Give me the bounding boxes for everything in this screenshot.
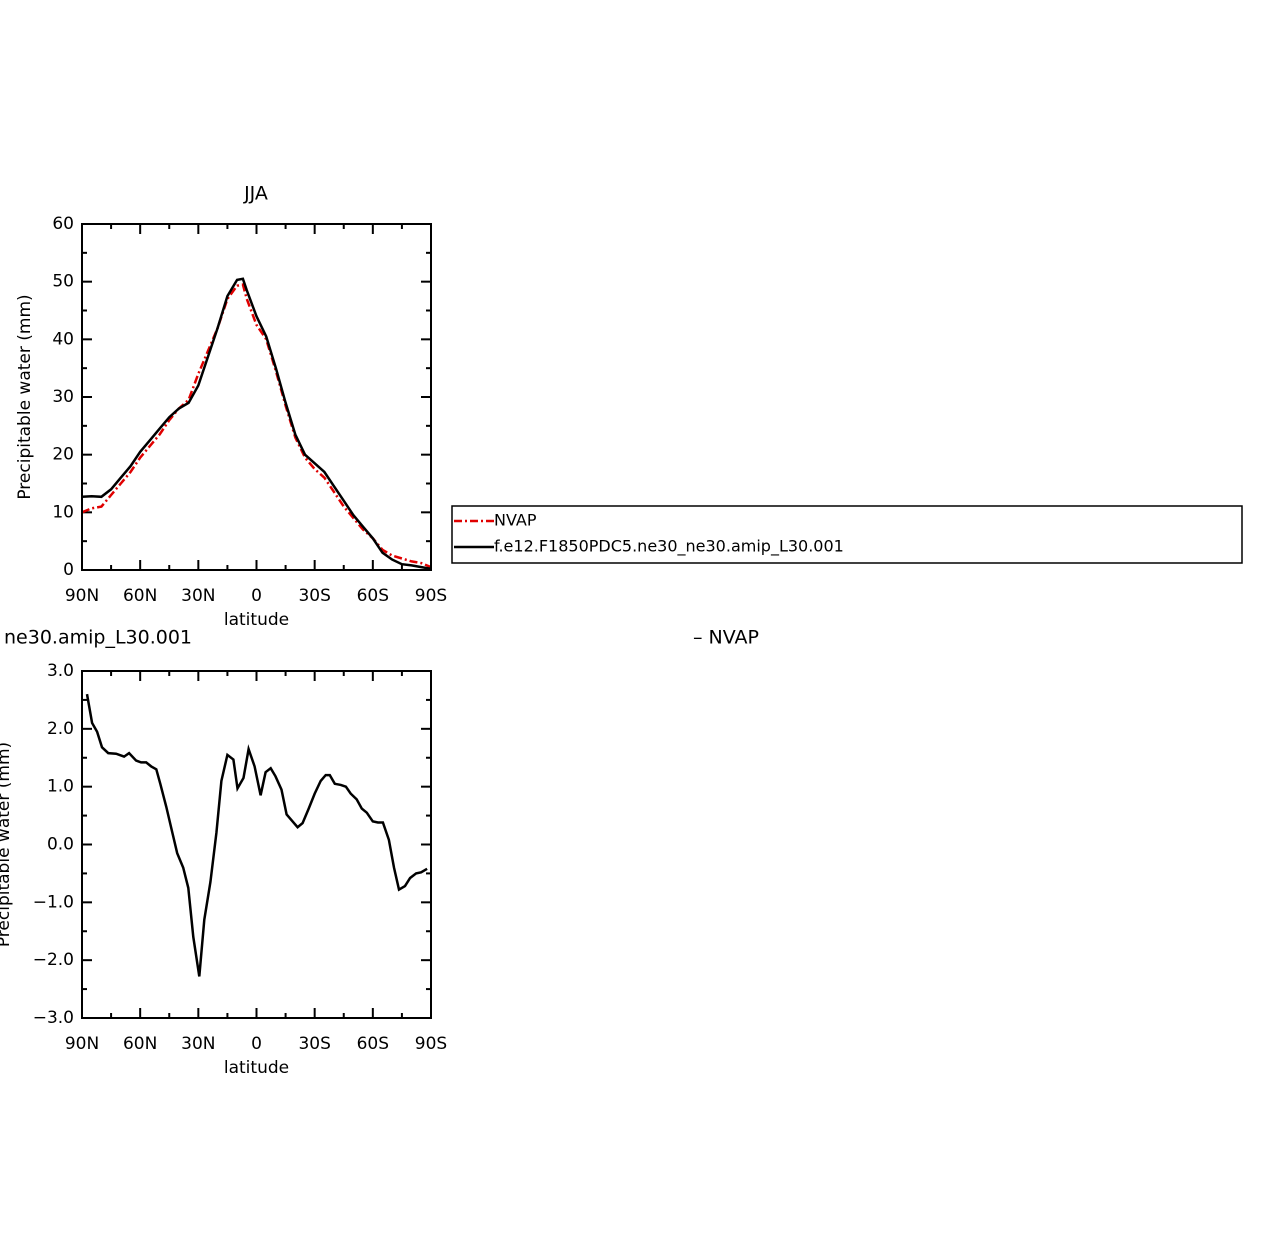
x-axis-label: latitude (224, 610, 289, 630)
x-tick-label: 0 (251, 586, 262, 606)
y-tick-label: 2.0 (47, 719, 74, 739)
y-tick-label: 30 (52, 387, 74, 407)
y-tick-label: 0 (63, 560, 74, 580)
y-tick-label: −3.0 (33, 1008, 74, 1028)
y-tick-label: −2.0 (33, 950, 74, 970)
plot-frame (81, 223, 432, 571)
data-line (81, 277, 432, 571)
x-tick-label: 90S (415, 586, 447, 606)
plot-frame (81, 670, 432, 1019)
x-tick-label: 90N (65, 1034, 99, 1054)
x-tick-label: 30N (181, 1034, 215, 1054)
y-tick-label: 3.0 (47, 661, 74, 681)
y-tick-label: 40 (52, 329, 74, 349)
x-tick-label: 60N (123, 586, 157, 606)
x-tick-label: 60S (357, 586, 389, 606)
legend-label: NVAP (494, 511, 537, 530)
data-line (81, 283, 432, 569)
x-tick-label: 90N (65, 586, 99, 606)
data-line (85, 693, 428, 977)
chart-title: JJA (243, 183, 268, 205)
x-axis-label: latitude (224, 1058, 289, 1078)
x-tick-label: 30N (181, 586, 215, 606)
y-tick-label: 50 (52, 272, 74, 292)
right-string: – NVAP (693, 627, 759, 649)
x-tick-label: 30S (298, 1034, 330, 1054)
x-tick-label: 30S (298, 586, 330, 606)
y-tick-label: 1.0 (47, 777, 74, 797)
y-tick-label: 10 (52, 502, 74, 522)
x-tick-label: 0 (251, 1034, 262, 1054)
legend-box (451, 505, 1243, 564)
x-tick-label: 90S (415, 1034, 447, 1054)
chart-title: ne30.amip_L30.001 (4, 627, 192, 649)
legend-label: f.e12.F1850PDC5.ne30_ne30.amip_L30.001 (494, 537, 844, 557)
x-tick-label: 60N (123, 1034, 157, 1054)
y-tick-label: 0.0 (47, 835, 74, 855)
y-tick-label: −1.0 (33, 892, 74, 912)
x-tick-label: 60S (357, 1034, 389, 1054)
y-tick-label: 20 (52, 445, 74, 465)
y-axis-label: Precipitable water (mm) (15, 294, 35, 499)
y-axis-label: Precipitable water (mm) (0, 742, 14, 947)
y-tick-label: 60 (52, 214, 74, 234)
